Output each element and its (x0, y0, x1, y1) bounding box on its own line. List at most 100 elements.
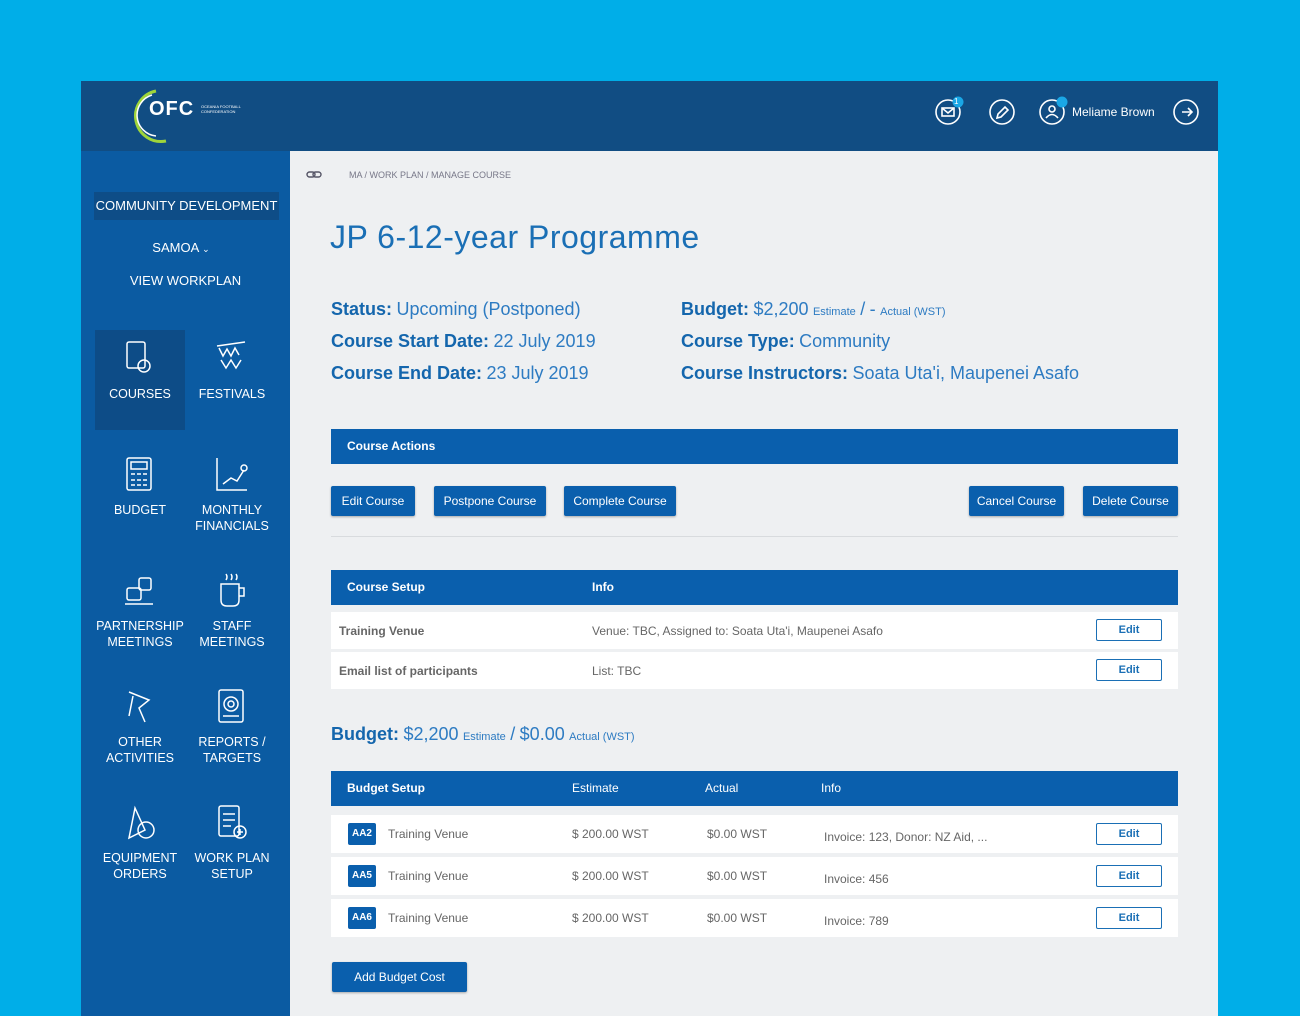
program-label[interactable]: COMMUNITY DEVELOPMENT (94, 192, 279, 220)
budget-info: Invoice: 123, Donor: NZ Aid, ... (824, 830, 988, 844)
menu-item[interactable]: REPORTS / TARGETS (187, 678, 277, 778)
logo-text: OFC (149, 98, 195, 120)
edit-button[interactable]: Edit (1096, 823, 1162, 845)
action-button[interactable]: Postpone Course (434, 486, 546, 516)
detail-value: Upcoming (Postponed) (396, 299, 581, 319)
menu-icon (125, 577, 153, 605)
breadcrumb: MA / WORK PLAN / MANAGE COURSE (349, 170, 512, 180)
menu-icon (127, 805, 155, 840)
course-actions-bar: Course Actions (331, 429, 1178, 464)
sidebar: COMMUNITY DEVELOPMENT SAMOA ⌄ VIEW WORKP… (81, 151, 290, 1016)
budget-item: Training Venue (388, 827, 469, 841)
menu-icon (128, 691, 151, 723)
menu-item[interactable]: STAFF MEETINGS (187, 562, 277, 662)
menu-icon (216, 458, 248, 491)
menu-item[interactable]: WORK PLAN SETUP (187, 794, 277, 894)
budget-info: Invoice: 456 (824, 872, 889, 886)
action-button[interactable]: Delete Course (1083, 486, 1178, 516)
menu-label: SETUP (211, 867, 253, 881)
budget-item: Training Venue (388, 869, 469, 883)
menu-icon (126, 457, 152, 491)
budget-actual: $0.00 WST (707, 869, 768, 883)
budget-estimate: $2,200 (403, 724, 459, 744)
menu-item[interactable]: FESTIVALS (187, 330, 277, 430)
menu-label: WORK PLAN (194, 851, 270, 865)
budget-code: AA6 (348, 907, 376, 929)
menu-label: FESTIVALS (198, 387, 266, 401)
detail-label: Course End Date: (331, 363, 483, 383)
course-setup-header: Course Setup Info (331, 570, 1178, 605)
menu-label: BUDGET (113, 503, 167, 517)
detail-label: Status: (331, 299, 393, 319)
column-header: Budget Setup (347, 781, 425, 795)
menu-label: ORDERS (113, 867, 167, 881)
view-workplan[interactable]: VIEW WORKPLAN (129, 273, 242, 288)
menu-icon (218, 689, 244, 723)
budget-actual: $0.00 WST (707, 911, 768, 925)
edit-button[interactable]: Edit (1096, 907, 1162, 929)
separator: / (510, 724, 516, 744)
action-button[interactable]: Complete Course (564, 486, 676, 516)
column-header: Info (592, 580, 614, 594)
budget-estimate: $ 200.00 WST (572, 869, 649, 883)
detail-value: 22 July 2019 (493, 331, 596, 351)
menu-label: MONTHLY (201, 503, 263, 517)
menu-label: MEETINGS (107, 635, 173, 649)
add-budget-cost-button[interactable]: Add Budget Cost (332, 962, 467, 992)
budget-estimate: $ 200.00 WST (572, 827, 649, 841)
setup-name: Email list of participants (339, 664, 478, 678)
menu-label: COURSES (109, 387, 171, 401)
detail-value: Community (799, 331, 891, 351)
menu-label: STAFF (212, 619, 252, 633)
menu-item[interactable]: BUDGET (95, 446, 185, 546)
menu-item[interactable]: PARTNERSHIP MEETINGS (95, 562, 185, 662)
budget-actual: - (869, 299, 876, 319)
estimate-label: Estimate (462, 731, 506, 743)
menu-item[interactable]: COURSES (95, 330, 185, 430)
menu-item[interactable]: MONTHLY FINANCIALS (187, 446, 277, 546)
action-button[interactable]: Cancel Course (969, 486, 1064, 516)
menu-label: EQUIPMENT (102, 851, 178, 865)
separator (331, 536, 1178, 537)
edit-button[interactable]: Edit (1096, 619, 1162, 641)
notification-badge: 1 (954, 97, 959, 106)
header: OFC OCEANIA FOOTBALL CONFEDERATION 1 Mel… (81, 81, 1218, 151)
budget-line: Budget: $2,200 Estimate / $0.00 Actual (… (331, 724, 635, 745)
separator: / (860, 299, 866, 319)
actual-label: Actual (WST) (880, 306, 946, 318)
detail-label: Course Type: (681, 331, 795, 351)
action-button[interactable]: Edit Course (331, 486, 415, 516)
column-header: Estimate (572, 781, 619, 795)
budget-row: AA6 Training Venue $ 200.00 WST $0.00 WST In… (331, 899, 1178, 937)
app-window: OFC OCEANIA FOOTBALL CONFEDERATION 1 Mel… (81, 81, 1218, 1016)
user-name[interactable]: Meliame Brown (1072, 105, 1155, 119)
budget-setup-header: Budget Setup Estimate Actual Info (331, 771, 1178, 806)
logo-mark (134, 89, 167, 143)
menu-icon (126, 341, 151, 373)
setup-row: Training Venue Venue: TBC, Assigned to: S… (331, 612, 1178, 649)
estimate-label: Estimate (812, 306, 856, 318)
column-header: Actual (705, 781, 739, 795)
link-icon (306, 171, 322, 178)
header-icons (935, 96, 1199, 125)
page-title: JP 6-12-year Programme (330, 219, 700, 255)
menu-icon (220, 573, 245, 607)
budget-item: Training Venue (388, 911, 469, 925)
budget-actual: $0.00 (519, 724, 565, 744)
budget-actual: $0.00 WST (707, 827, 768, 841)
menu-icon (218, 805, 247, 839)
menu-icon (216, 341, 246, 370)
menu-label: OTHER (118, 735, 162, 749)
detail-value: 23 July 2019 (486, 363, 589, 383)
column-header: Info (821, 781, 842, 795)
country: SAMOA (152, 240, 199, 255)
budget-info: Invoice: 789 (824, 914, 889, 928)
menu-label: FINANCIALS (195, 519, 269, 533)
country-select[interactable]: SAMOA ⌄ (152, 240, 210, 255)
budget-estimate: $2,200 (753, 299, 809, 319)
setup-info: Venue: TBC, Assigned to: Soata Uta'i, Ma… (592, 624, 883, 638)
edit-button[interactable]: Edit (1096, 659, 1162, 681)
edit-button[interactable]: Edit (1096, 865, 1162, 887)
menu-item[interactable]: OTHER ACTIVITIES (95, 678, 185, 778)
menu-item[interactable]: EQUIPMENT ORDERS (95, 794, 185, 894)
